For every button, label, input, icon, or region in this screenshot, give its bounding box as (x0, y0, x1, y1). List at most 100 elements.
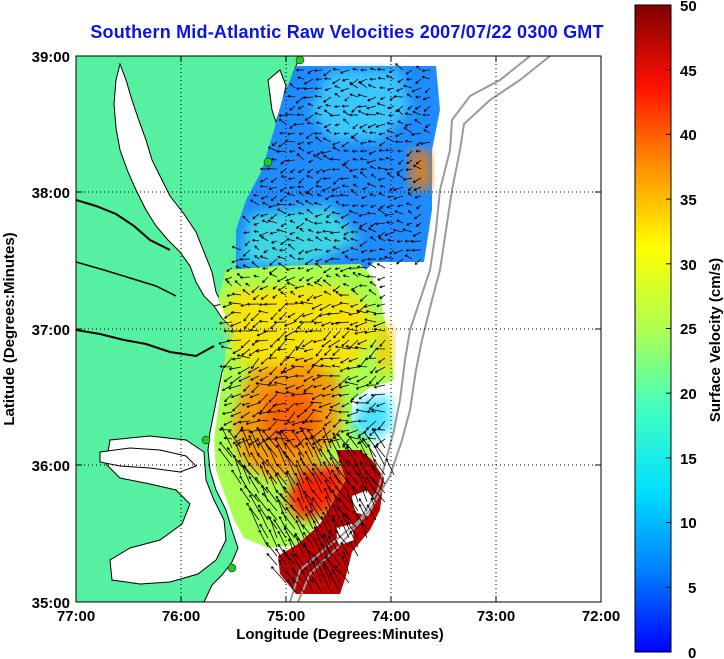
velocity-arrow (228, 302, 242, 305)
velocity-arrow (295, 236, 305, 242)
velocity-arrow (377, 263, 386, 269)
velocity-arrow-head (323, 270, 326, 273)
velocity-arrow (267, 220, 278, 224)
velocity-arrow-head (285, 267, 289, 271)
velocity-arrow (312, 472, 323, 494)
velocity-arrow (397, 204, 404, 207)
velocity-arrow-head (321, 344, 324, 347)
velocity-arrow (262, 276, 269, 283)
velocity-arrow-head (318, 405, 322, 408)
velocity-arrow (270, 213, 278, 220)
velocity-arrow-head (277, 543, 281, 546)
velocity-arrow-head (312, 577, 315, 580)
velocity-arrow (385, 149, 395, 152)
velocity-arrow (384, 168, 395, 170)
velocity-arrow (243, 312, 251, 322)
velocity-arrow-head (379, 157, 382, 160)
velocity-arrow (313, 154, 323, 161)
velocity-arrow (365, 470, 377, 485)
velocity-arrow (229, 366, 242, 370)
y-tick-marks (76, 191, 601, 466)
colorbar-tick-label: 40 (680, 127, 697, 144)
velocity-arrow (287, 356, 296, 359)
velocity-arrow (360, 171, 368, 179)
velocity-arrow-head (219, 321, 222, 324)
velocity-arrow (335, 321, 350, 324)
velocity-arrow (316, 276, 323, 282)
velocity-arrow (332, 141, 341, 146)
velocity-arrow (397, 120, 404, 125)
velocity-arrow (311, 577, 323, 593)
velocity-arrow-head (360, 68, 364, 71)
velocity-arrow-head (249, 494, 253, 497)
velocity-arrow (270, 339, 278, 348)
velocity-arrow-head (358, 473, 361, 476)
velocity-arrow-head (302, 344, 304, 348)
velocity-arrow (280, 430, 296, 449)
velocity-arrow (324, 109, 332, 116)
velocity-arrow-head (303, 378, 306, 382)
velocity-arrow (366, 420, 377, 430)
velocity-arrow (271, 141, 278, 147)
velocity-arrow (354, 346, 368, 350)
velocity-arrow-head (352, 289, 356, 291)
velocity-arrow-head (288, 243, 291, 246)
velocity-arrow (366, 310, 377, 314)
velocity-arrow-head (296, 459, 299, 463)
velocity-arrow-head (387, 238, 391, 241)
velocity-arrow (311, 429, 323, 439)
velocity-arrow (422, 96, 431, 100)
velocity-arrow (281, 511, 296, 530)
velocity-arrow-head (396, 88, 399, 92)
velocity-arrow-head (238, 329, 242, 332)
velocity-arrow (286, 391, 296, 395)
velocity-arrow (351, 105, 359, 113)
velocity-arrow-head (402, 228, 406, 230)
velocity-arrow (385, 458, 395, 476)
velocity-arrow-head (411, 89, 414, 92)
station-marker (227, 563, 237, 573)
velocity-arrow (340, 267, 350, 272)
velocity-arrow-head (407, 106, 410, 110)
velocity-arrow (296, 460, 305, 476)
velocity-arrow (369, 402, 377, 410)
velocity-arrow-head (329, 405, 333, 408)
velocity-arrow (321, 186, 332, 192)
velocity-arrow-head (231, 395, 234, 398)
velocity-arrow-head (346, 446, 349, 449)
velocity-arrow (262, 430, 278, 449)
velocity-arrow (331, 211, 341, 215)
velocity-arrow (276, 203, 287, 206)
velocity-arrow (256, 437, 269, 458)
velocity-arrow-head (323, 533, 327, 536)
velocity-arrow-head (324, 487, 327, 490)
velocity-arrow (302, 339, 314, 348)
velocity-arrow-head (276, 430, 279, 434)
velocity-arrow (416, 204, 422, 210)
velocity-arrow (370, 366, 377, 374)
velocity-arrow-head (366, 410, 370, 412)
velocity-arrow-head (249, 328, 253, 331)
velocity-arrow (340, 429, 350, 433)
velocity-arrow (412, 111, 422, 116)
velocity-arrow-head (231, 469, 235, 472)
velocity-arrow (394, 210, 404, 215)
velocity-arrow (335, 267, 341, 270)
velocity-arrow (262, 492, 278, 512)
velocity-arrow-head (335, 200, 339, 203)
velocity-arrow-head (286, 455, 289, 458)
velocity-arrow (258, 509, 269, 530)
velocity-arrow-head (353, 510, 357, 512)
velocity-arrow-head (313, 520, 316, 523)
velocity-arrow-head (344, 380, 348, 383)
velocity-arrow (279, 312, 287, 320)
velocity-arrow-head (357, 441, 360, 444)
velocity-arrow-head (380, 97, 383, 100)
velocity-arrow (231, 393, 242, 398)
velocity-arrow-head (257, 418, 261, 421)
velocity-arrow-head (281, 511, 285, 514)
velocity-arrow (372, 488, 386, 503)
velocity-arrow-head (325, 220, 329, 222)
velocity-arrow (290, 504, 305, 521)
velocity-arrow-head (266, 410, 270, 413)
